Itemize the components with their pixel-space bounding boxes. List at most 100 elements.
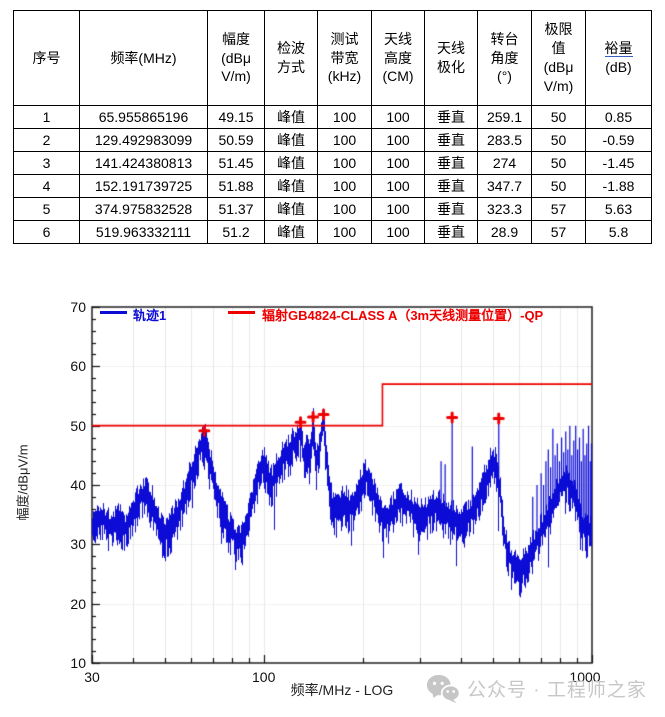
trace1-legend-label: 轨迹1 [133,308,167,323]
table-cell: 50 [531,174,586,198]
table-row: 4 152.191739725 51.88 峰值 100 100 垂直 347.7 50 -1.8… [13,174,652,198]
table-cell: 4 [13,174,80,198]
table-cell: 50.59 [207,128,265,152]
column-header: 裕量 (dB) [585,10,652,106]
emi-chart-canvas [0,295,665,717]
y-tick-label: 50 [70,417,86,434]
y-tick-label: 40 [70,477,86,493]
table-cell: 5.8 [585,220,652,244]
table-cell: 垂直 [424,220,478,244]
table-cell: 283.5 [477,128,532,152]
table-cell: 垂直 [424,174,478,198]
y-tick-label: 20 [70,595,86,612]
table-row: 5 374.975832528 51.37 峰值 100 100 垂直 323.3 57 5.63 [13,197,652,221]
wechat-icon [426,674,460,703]
table-cell: 100 [317,128,372,152]
table-cell: 垂直 [424,128,478,152]
table-cell: 274 [477,151,532,175]
column-header: 频率(MHz) [79,10,208,106]
table-cell: 峰值 [264,220,318,244]
watermark-text: 公众号 · 工程师之家 [467,680,647,701]
table-cell: 100 [371,220,425,244]
x-tick-label: 100 [251,669,276,685]
table-cell: 57 [531,220,586,244]
trace1-legend-line [100,311,127,314]
table-cell: 垂直 [424,151,478,175]
table-cell: 峰值 [264,174,318,198]
y-axis-title: 幅度/dBμV/m [15,444,31,521]
limit-legend-label: 辐射GB4824-CLASS A（3m天线测量位置）-QP [262,308,544,323]
y-tick-label: 30 [70,536,86,553]
table-row: 3 141.424380813 51.45 峰值 100 100 垂直 274 50 -1.45 [13,151,652,175]
table-cell: 峰值 [264,105,318,129]
table-header-row: 序号 频率(MHz) 幅度 (dBμ V/m) 检波 方式 测试 带宽 (kHz) 天线 高度 (CM)… [13,10,652,106]
column-header: 天线 高度 (CM) [371,10,425,106]
table-cell: 100 [371,105,425,129]
table-row: 1 65.955865196 49.15 峰值 100 100 垂直 259.1 50 0.85 [13,105,652,129]
column-header: 转台 角度 (°) [477,10,532,106]
column-header: 序号 [13,10,80,106]
table-cell: 50 [531,105,586,129]
table-cell: 65.955865196 [79,105,208,129]
table-row: 6 519.963332111 51.2 峰值 100 100 垂直 28.9 57 5.8 [13,220,652,244]
table-cell: 2 [13,128,80,152]
table-cell: 141.424380813 [79,151,208,175]
table-cell: 100 [371,151,425,175]
table-cell: 51.88 [207,174,265,198]
table-cell: 100 [371,128,425,152]
table-cell: 50 [531,128,586,152]
limit-legend-line [228,311,255,314]
table-cell: 6 [13,220,80,244]
table-cell: 51.45 [207,151,265,175]
table-cell: 峰值 [264,197,318,221]
column-header: 极限值 (dBμ V/m) [531,10,586,106]
table-cell: 51.37 [207,197,265,221]
table-cell: 28.9 [477,220,532,244]
table-cell: 374.975832528 [79,197,208,221]
y-tick-label: 60 [70,358,86,375]
table-cell: 峰值 [264,128,318,152]
x-tick-label: 1000 [569,669,601,685]
table-cell: 100 [317,220,372,244]
table-cell: 259.1 [477,105,532,129]
x-tick-label: 30 [84,669,100,685]
table-body: 1 65.955865196 49.15 峰值 100 100 垂直 259.1 50 0.85 2… [13,105,652,244]
table-cell: 152.191739725 [79,174,208,198]
table-cell: 垂直 [424,105,478,129]
watermark: 公众号 · 工程师之家 [426,674,647,703]
table-cell: 3 [13,151,80,175]
table-cell: -1.45 [585,151,652,175]
emi-chart: 轨迹1 辐射GB4824-CLASS A（3m天线测量位置）-QP 幅度/dBμ… [0,295,665,717]
table-cell: -1.88 [585,174,652,198]
table-cell: 323.3 [477,197,532,221]
table-cell: 垂直 [424,197,478,221]
column-header: 幅度 (dBμ V/m) [207,10,265,106]
table-cell: 100 [317,197,372,221]
table-cell: 100 [317,174,372,198]
table-cell: 1 [13,105,80,129]
table-cell: 5 [13,197,80,221]
table-row: 2 129.492983099 50.59 峰值 100 100 垂直 283.5 50 -0.5… [13,128,652,152]
table-cell: 5.63 [585,197,652,221]
table-cell: 519.963332111 [79,220,208,244]
column-header: 检波 方式 [264,10,318,106]
table-cell: 51.2 [207,220,265,244]
table-cell: 0.85 [585,105,652,129]
table-cell: 100 [317,151,372,175]
table-cell: 49.15 [207,105,265,129]
table-cell: 129.492983099 [79,128,208,152]
y-tick-label: 70 [70,299,86,315]
column-header: 天线 极化 [424,10,478,106]
measurement-table: 序号 频率(MHz) 幅度 (dBμ V/m) 检波 方式 测试 带宽 (kHz) 天线 高度 (CM)… [13,10,652,244]
column-header: 测试 带宽 (kHz) [317,10,372,106]
table-cell: 100 [371,197,425,221]
y-tick-label: 10 [70,655,86,671]
table-cell: 峰值 [264,151,318,175]
table-cell: 100 [317,105,372,129]
x-axis-title: 频率/MHz - LOG [290,682,394,698]
table-cell: 347.7 [477,174,532,198]
table-cell: 57 [531,197,586,221]
table-cell: 50 [531,151,586,175]
table-cell: -0.59 [585,128,652,152]
